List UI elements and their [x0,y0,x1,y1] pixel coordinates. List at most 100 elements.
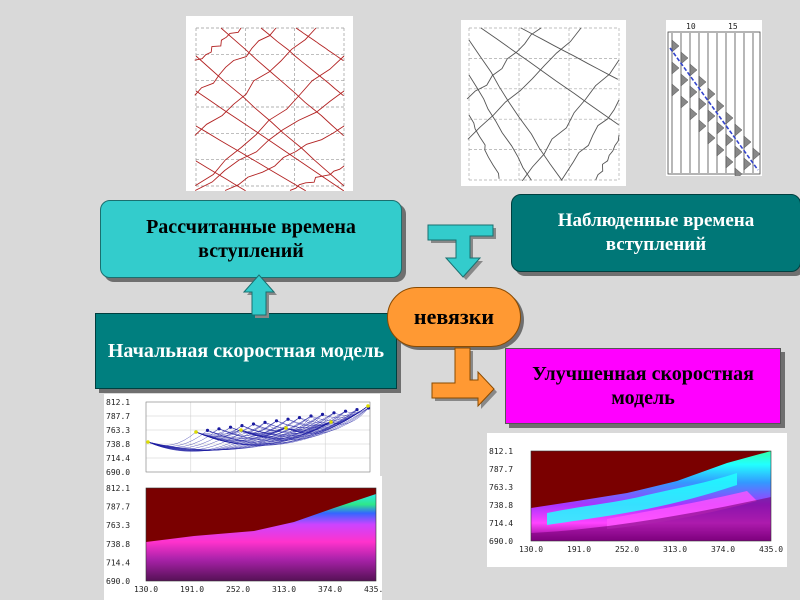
deep-layer [531,497,771,541]
receiver-point [228,425,233,429]
traveltime-curve [468,39,563,181]
traveltime-curve [220,27,344,137]
seismogram-wiggle [698,75,707,89]
y-tick-label: 714.4 [106,454,130,463]
seismogram-wiggle [689,107,698,121]
traveltime-curve [595,134,620,180]
receiver-point [240,424,244,428]
y-tick-label: 738.8 [489,501,513,510]
seismogram-wiggle [725,133,734,147]
calculated-times-box: Рассчитанные времена вступлений [100,200,402,278]
seismogram-tick-10: 10 [686,22,696,31]
receiver-point [251,422,256,426]
traveltime-curve [468,74,532,181]
seismogram-wiggle [689,85,698,99]
calculated-traveltime-plot [186,16,353,191]
initial-model-label: Начальная скоростная модель [107,340,385,362]
y-tick-label: 714.4 [489,519,513,528]
traveltime-curve [195,90,345,191]
first-arrival-pick-line [669,47,759,171]
observed-traveltime-curves [466,27,620,182]
traveltime-curve [521,59,620,182]
y-tick-label: 690.0 [489,537,513,546]
traveltime-curve [195,55,345,187]
improved-model-label: Улучшенная скоростная модель [532,363,754,409]
seismogram-wiggle [680,73,689,87]
receiver-point [274,419,279,423]
seismogram-wiggle [743,157,752,171]
source-point [284,426,288,430]
seismogram-wiggle [734,123,743,137]
y-tick-label: 738.8 [106,540,130,549]
source-point [146,440,150,444]
traveltime-curve [194,27,242,61]
y-tick-label: 812.1 [106,398,130,407]
x-tick-label: 252.0 [615,545,639,554]
receiver-point [320,412,325,416]
seismogram-wiggle [716,99,725,113]
low-velocity-anomaly [607,491,757,529]
traveltime-curve [480,27,619,126]
x-tick-label: 313.0 [663,545,687,554]
traveltime-curve [260,27,344,97]
y-tick-label: 690.0 [106,577,130,586]
y-tick-label: 738.8 [106,440,130,449]
improved-velocity-section: 812.1 787.7 763.3 738.8 714.4 690.0 130.0 191.0… [489,447,783,554]
seismogram-wiggle [734,167,743,176]
traveltime-curve [561,99,620,181]
traveltime-curve [224,125,345,191]
receiver-point [343,409,348,413]
seismogram-wiggle [752,147,761,161]
x-tick-label: 435.0 [759,545,783,554]
seismogram-traces: 10 15 [667,22,761,176]
seismogram-tick-15: 15 [728,22,738,31]
ray-path [240,409,358,440]
receiver-point [309,414,313,418]
plot-frame [530,450,772,542]
plot-frame [145,401,371,473]
traveltime-curve [194,27,277,96]
ray-path [147,415,312,451]
source-point [194,430,198,434]
calculated-traveltime-curves [194,27,345,191]
residuals-label: невязки [413,304,495,329]
ray-tracing-plot: 812.1787.7763.3738.8714.4690.0130.0191.0… [104,394,380,485]
ray-path [310,405,369,421]
observed-times-label: Наблюденные времена вступлений [557,210,755,255]
x-tick-label: 374.0 [318,585,342,594]
seismogram-wiggle [671,39,680,53]
observed-times-box: Наблюденные времена вступлений [511,194,800,272]
receiver-point [217,427,221,431]
seismogram-wiggle [698,97,707,111]
traveltime-curve [194,90,345,191]
improved-model-box: Улучшенная скоростная модель [505,348,781,424]
x-tick-label: 252.0 [226,585,250,594]
y-tick-label: 763.3 [106,521,130,530]
seismogram-wiggle [707,87,716,101]
traveltime-curve [195,55,345,186]
x-tick-label: 191.0 [567,545,591,554]
improved-velocity-model-plot: 812.1 787.7 763.3 738.8 714.4 690.0 130.0 191.0… [487,433,787,567]
seismogram-wiggle [716,143,725,157]
x-tick-label: 130.0 [519,545,543,554]
seismogram-wiggle [680,51,689,65]
traveltime-curve [468,114,500,179]
ray-tracing-diagram: 812.1787.7763.3738.8714.4690.0130.0191.0… [106,398,380,485]
x-tick-label: 313.0 [272,585,296,594]
traveltime-curve [194,27,317,136]
seismogram-wiggle [689,63,698,77]
source-point [239,428,243,432]
receiver-point [205,428,210,432]
arrow-residuals-to-improved [431,347,497,409]
initial-velocity-section: 812.1 787.7 763.3 738.8 714.4 690.0 130.0 191.0… [106,484,382,594]
y-tick-label: 787.7 [106,503,130,512]
source-point [366,404,370,408]
initial-velocity-model-plot: 812.1 787.7 763.3 738.8 714.4 690.0 130.0 191.0… [104,476,382,600]
velocity-body [146,494,376,581]
traveltime-curve [295,27,344,61]
traveltime-curve [466,27,542,100]
high-velocity-anomaly [547,473,737,525]
seismogram-plot: 10 15 [666,20,762,176]
initial-model-box: Начальная скоростная модель [95,313,397,389]
